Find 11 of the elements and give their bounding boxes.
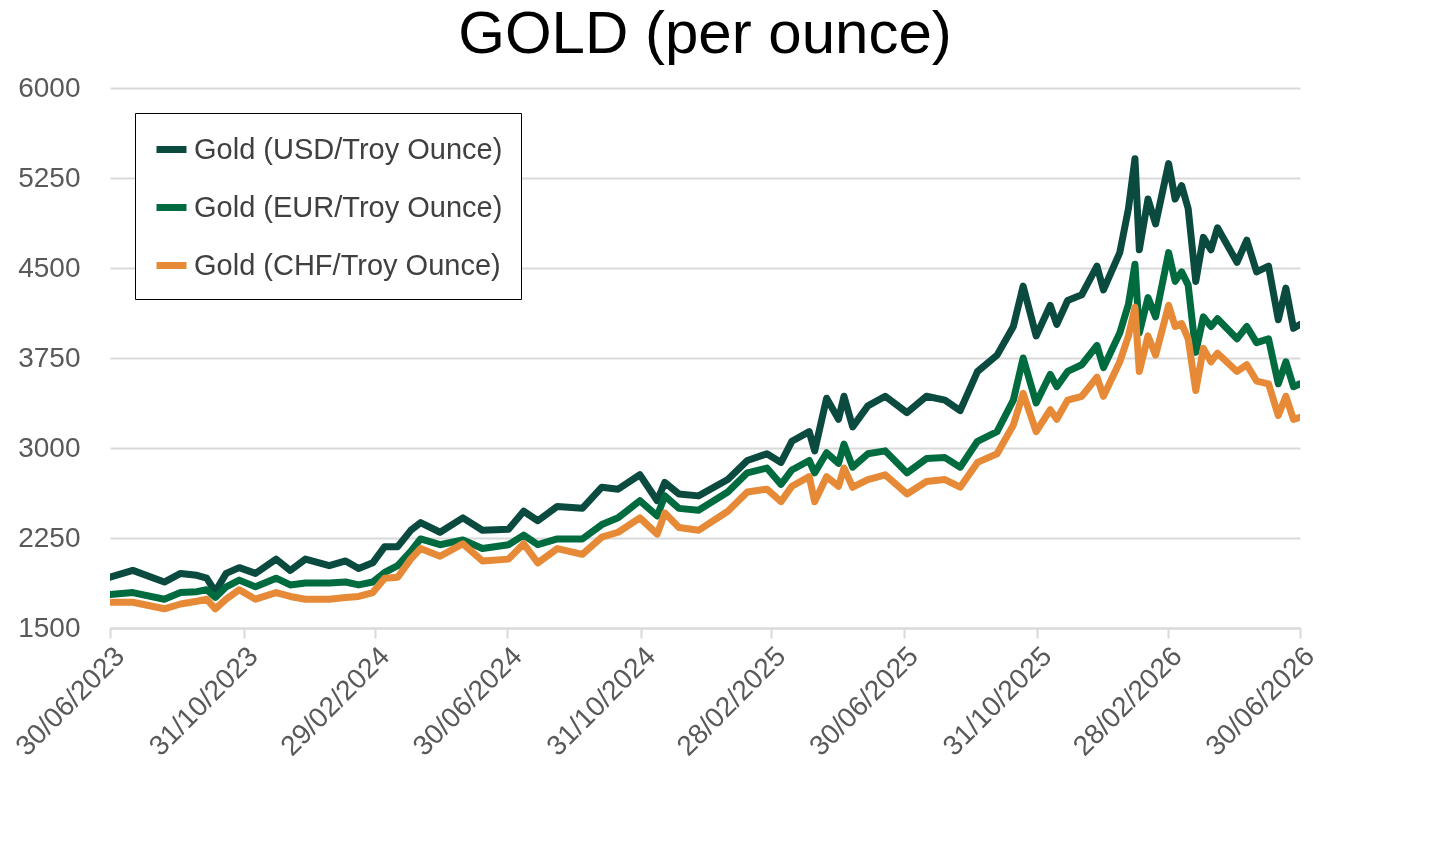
y-tick-label: 4500: [18, 251, 81, 283]
chart-title: GOLD (per ounce): [458, 0, 952, 66]
y-tick-label: 5250: [18, 161, 81, 193]
legend-label: Gold (CHF/Troy Ounce): [194, 248, 501, 281]
y-tick-label: 1500: [18, 611, 81, 643]
legend-label: Gold (EUR/Troy Ounce): [194, 190, 503, 223]
y-tick-label: 3000: [18, 431, 81, 463]
y-tick-label: 6000: [18, 71, 81, 103]
y-tick-label: 2250: [18, 521, 81, 553]
y-tick-label: 3750: [18, 341, 81, 373]
legend-label: Gold (USD/Troy Ounce): [194, 132, 503, 165]
